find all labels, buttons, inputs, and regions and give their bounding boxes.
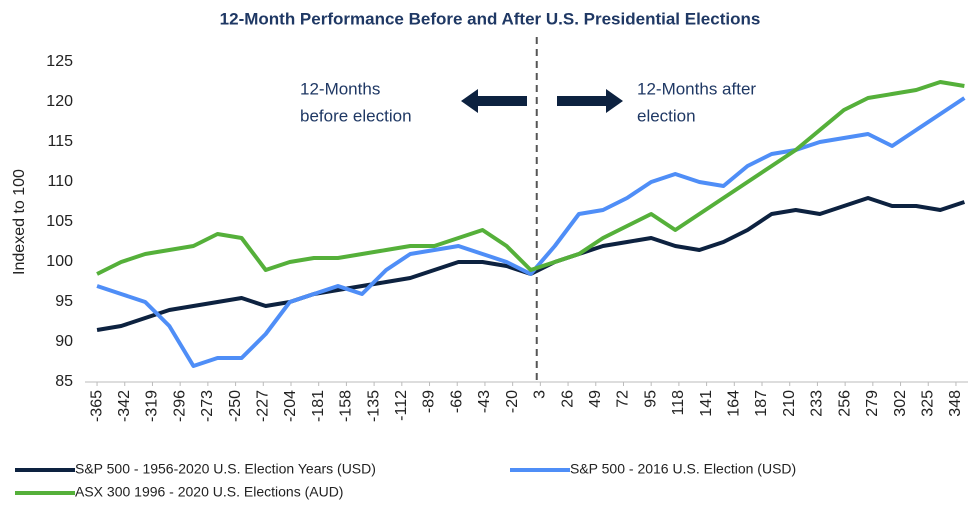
y-tick-label: 85 xyxy=(55,373,73,390)
y-tick-label: 110 xyxy=(47,173,73,190)
x-tick-label: 26 xyxy=(559,390,576,408)
x-tick-label: -365 xyxy=(88,390,105,422)
x-tick-label: 141 xyxy=(698,390,715,417)
x-tick-label: -181 xyxy=(310,390,327,422)
arrow-right xyxy=(557,89,623,113)
x-tick-label: 279 xyxy=(864,390,881,417)
x-tick-label: 325 xyxy=(919,390,936,417)
y-tick-label: 115 xyxy=(47,133,73,150)
x-tick-label: 118 xyxy=(670,390,687,416)
x-tick-label: 49 xyxy=(587,390,604,408)
x-tick-label: -135 xyxy=(365,390,382,422)
annotation: 12-Months after xyxy=(637,79,756,98)
x-tick-label: -319 xyxy=(144,390,161,422)
arrow-left xyxy=(461,89,527,113)
series-line xyxy=(96,80,965,276)
x-tick-label: -273 xyxy=(199,390,216,422)
x-tick-label: 348 xyxy=(947,390,964,417)
series-line xyxy=(96,96,966,368)
legend-label: S&P 500 - 1956-2020 U.S. Election Years … xyxy=(75,461,376,477)
x-tick-label: -20 xyxy=(504,390,521,413)
x-tick-label: -66 xyxy=(448,390,465,413)
y-axis-label: Indexed to 100 xyxy=(11,169,28,275)
x-tick-label: -227 xyxy=(255,390,272,422)
x-tick-label: -158 xyxy=(338,390,355,422)
y-tick-label: 105 xyxy=(46,213,73,230)
x-tick-label: 164 xyxy=(726,390,743,417)
x-tick-label: 233 xyxy=(809,390,826,417)
x-tick-label: -43 xyxy=(476,390,493,413)
legend-label: ASX 300 1996 - 2020 U.S. Elections (AUD) xyxy=(75,484,343,500)
x-tick-label: -250 xyxy=(227,390,244,422)
x-tick-label: 187 xyxy=(753,390,770,417)
y-tick-label: 95 xyxy=(55,293,73,310)
x-tick-label: -204 xyxy=(282,390,299,422)
y-tick-label: 120 xyxy=(46,93,73,110)
x-tick-label: -296 xyxy=(171,390,188,422)
x-tick-label: -112 xyxy=(393,390,410,421)
x-tick-label: 72 xyxy=(615,390,632,408)
x-tick-label: 256 xyxy=(836,390,853,417)
annotation: election xyxy=(637,106,696,125)
y-tick-label: 100 xyxy=(46,253,73,270)
x-tick-label: 302 xyxy=(892,390,909,417)
x-tick-label: -89 xyxy=(421,390,438,413)
y-tick-label: 90 xyxy=(55,333,73,350)
legend-label: S&P 500 - 2016 U.S. Election (USD) xyxy=(570,461,796,477)
chart-title: 12-Month Performance Before and After U.… xyxy=(220,9,761,28)
x-tick-label: -342 xyxy=(116,390,133,422)
series-line xyxy=(96,196,966,332)
x-tick-label: 210 xyxy=(781,390,798,417)
annotation: 12-Months xyxy=(300,79,380,98)
y-tick-label: 125 xyxy=(46,53,73,70)
x-tick-label: 3 xyxy=(532,390,549,399)
annotation: before election xyxy=(300,106,412,125)
x-tick-label: 95 xyxy=(642,390,659,408)
